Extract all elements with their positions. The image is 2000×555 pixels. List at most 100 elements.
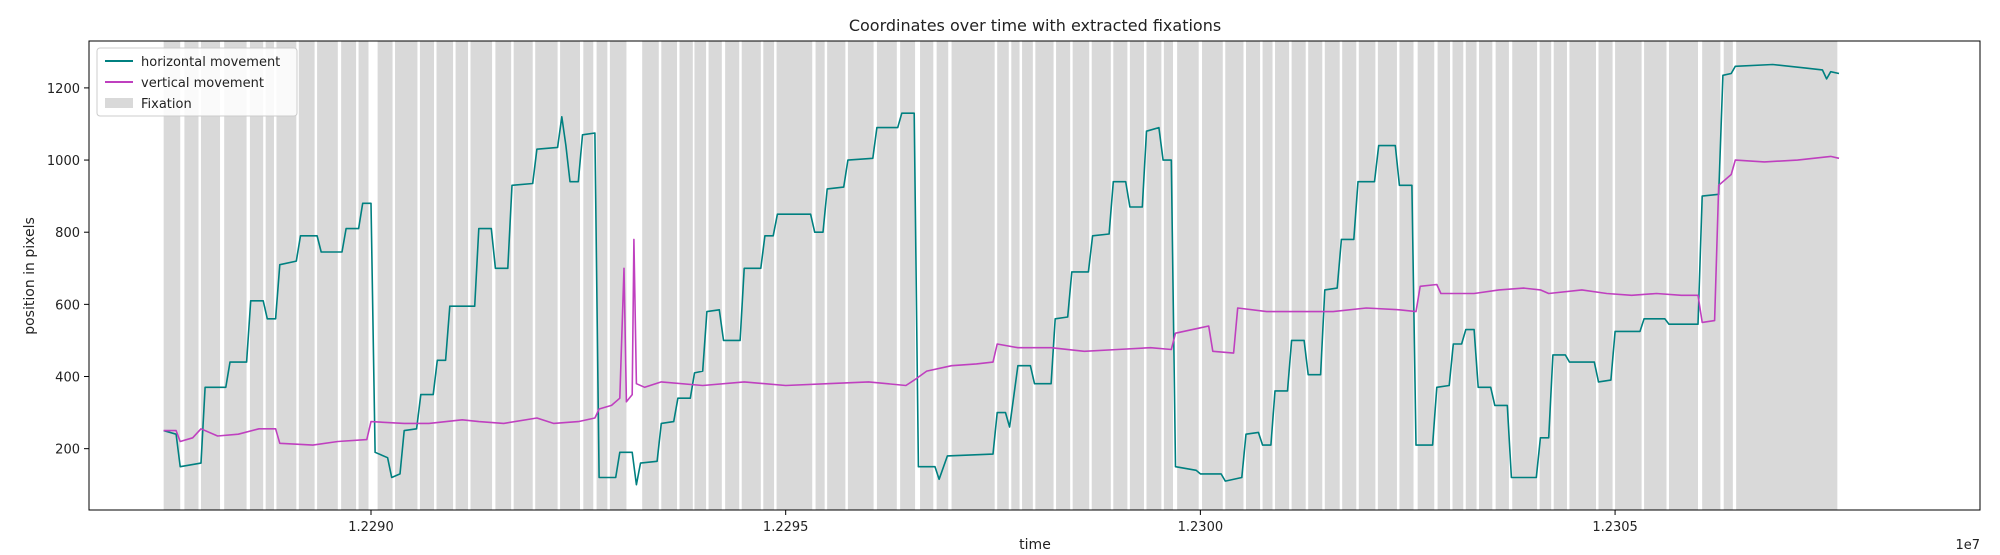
x-axis-offset-label: 1e7 (1955, 538, 1980, 553)
fixation-span (1358, 41, 1376, 510)
fixation-span (1598, 41, 1613, 510)
fixation-span (661, 41, 678, 510)
fixation-span (900, 41, 916, 510)
y-tick-label: 1000 (47, 154, 80, 169)
fixation-span (1417, 41, 1435, 510)
fixation-span (1035, 41, 1054, 510)
fixation-span (1202, 41, 1223, 510)
y-tick-label: 800 (55, 226, 80, 241)
fixation-span (1011, 41, 1020, 510)
fixation-span (1702, 41, 1721, 510)
fixation-span (1569, 41, 1596, 510)
fixation-span (1291, 41, 1306, 510)
fixation-span (470, 41, 493, 510)
fixation-span (1342, 41, 1357, 510)
legend-label: horizontal movement (141, 55, 280, 70)
fixation-span (876, 41, 897, 510)
fixation-span (936, 41, 949, 510)
x-tick-label: 1.2300 (1178, 520, 1224, 535)
fixation-span (679, 41, 693, 510)
fixation-span (1072, 41, 1090, 510)
fixations-layer (163, 41, 1838, 510)
fixation-span (1308, 41, 1323, 510)
fixation-span (827, 41, 846, 510)
chart-title: Coordinates over time with extracted fix… (849, 16, 1221, 35)
fixation-span (1245, 41, 1261, 510)
fixation-span (815, 41, 825, 510)
fixation-span (1146, 41, 1162, 510)
fixation-span (455, 41, 469, 510)
plot-frame (88, 40, 1981, 511)
fixation-span (763, 41, 775, 510)
fixation-span (1452, 41, 1464, 510)
fixation-span (1479, 41, 1493, 510)
fixation-span (997, 41, 1009, 510)
legend-swatch-fixation (105, 98, 133, 108)
series-line-horizontal (163, 63, 1840, 486)
fixation-span (200, 41, 221, 510)
fixation-span (1615, 41, 1642, 510)
fixation-span (1668, 41, 1699, 510)
x-tick-label: 1.2295 (763, 520, 809, 535)
fixation-span (377, 41, 393, 510)
fixation-span (1225, 41, 1244, 510)
fixation-span (163, 41, 181, 510)
fixation-span (535, 41, 558, 510)
y-tick-label: 200 (55, 443, 80, 458)
fixation-span (1262, 41, 1273, 510)
fixation-span (1113, 41, 1128, 510)
legend-label: vertical movement (141, 76, 264, 91)
fixation-span (1091, 41, 1111, 510)
fixation-span (776, 41, 813, 510)
fixation-span (951, 41, 995, 510)
fixation-span (224, 41, 247, 510)
fixation-span (1324, 41, 1340, 510)
fixation-span (184, 41, 199, 510)
fixation-span (1163, 41, 1174, 510)
fixation-span (1723, 41, 1733, 510)
fixation-span (560, 41, 580, 510)
fixation-span (341, 41, 357, 510)
fixation-span (1437, 41, 1451, 510)
fixation-span (1495, 41, 1509, 510)
fixation-span (1736, 41, 1838, 510)
fixation-span (1553, 41, 1567, 510)
legend-box (96, 47, 298, 117)
y-axis: 200 400 600 800 1000 1200 (47, 82, 89, 458)
plot-area (88, 40, 1981, 511)
fixation-span (609, 41, 627, 510)
fixation-span (513, 41, 533, 510)
series-layer (163, 63, 1840, 486)
x-tick-label: 1.2305 (1592, 520, 1638, 535)
fixation-span (1177, 41, 1199, 510)
fixation-span (358, 41, 369, 510)
fixation-span (1465, 41, 1477, 510)
fixation-span (847, 41, 874, 510)
fixation-span (1377, 41, 1397, 510)
fixation-span (1539, 41, 1552, 510)
fixation-span (436, 41, 454, 510)
y-axis-label: position in pixels (22, 217, 38, 335)
fixation-span (708, 41, 722, 510)
fixation-span (1129, 41, 1144, 510)
fixation-span (1275, 41, 1290, 510)
fixation-span (1399, 41, 1414, 510)
fixation-span (694, 41, 707, 510)
fixation-span (298, 41, 315, 510)
fixation-span (249, 41, 264, 510)
fixation-span (583, 41, 594, 510)
fixation-span (741, 41, 761, 510)
fixation-span (596, 41, 608, 510)
fixation-span (317, 41, 338, 510)
fixation-span (395, 41, 418, 510)
fixation-span (642, 41, 659, 510)
legend-label: Fixation (141, 97, 192, 112)
fixation-span (419, 41, 435, 510)
fixation-span (276, 41, 297, 510)
fixation-span (265, 41, 274, 510)
fixation-span (1022, 41, 1033, 510)
series-line-vertical (163, 155, 1840, 446)
x-tick-label: 1.2290 (348, 520, 394, 535)
fixation-span (1056, 41, 1071, 510)
